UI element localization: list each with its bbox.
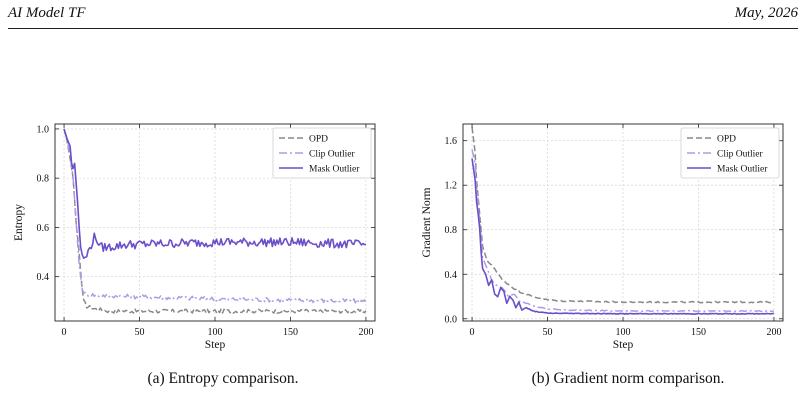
series-line-opd [63, 128, 367, 314]
legend-box [680, 127, 780, 179]
legend: OPD Clip Outlier Mask Outlier [272, 127, 372, 179]
legend-box [272, 127, 372, 179]
y-tick-label: 1.6 [445, 136, 458, 147]
y-axis-label: Gradient Norm [421, 187, 433, 257]
y-tick-label: 0.4 [37, 272, 50, 283]
series-line-clip-outlier [471, 149, 774, 313]
series-line-mask-outlier [471, 158, 774, 315]
x-tick-label: 0 [62, 327, 67, 338]
y-tick-label: 0.0 [445, 314, 458, 325]
legend-label: Clip Outlier [717, 150, 763, 160]
x-tick-label: 200 [766, 327, 781, 338]
legend-label: OPD [717, 135, 736, 145]
legend-label: Clip Outlier [309, 150, 355, 160]
legend-label: Mask Outlier [717, 165, 768, 175]
page-header: AI Model TF May, 2026 [8, 0, 798, 29]
y-tick-label: 0.8 [37, 174, 50, 185]
legend: OPD Clip Outlier Mask Outlier [680, 127, 780, 179]
x-tick-label: 100 [208, 327, 223, 338]
header-title: AI Model TF [8, 5, 86, 21]
x-tick-label: 50 [135, 327, 145, 338]
x-axis-label: Step [205, 339, 226, 351]
series-line-opd [471, 127, 775, 304]
entropy-chart: 0 50 100 150 200 0.4 0.6 0.8 1.0 Step Entropy OPD Cl… [13, 123, 376, 351]
x-axis-label: Step [613, 339, 634, 351]
y-tick-label: 0.4 [445, 270, 458, 281]
y-tick-label: 1.2 [445, 181, 458, 192]
header-date: May, 2026 [734, 5, 798, 21]
series-line-clip-outlier [63, 128, 367, 304]
legend-label: Mask Outlier [309, 165, 360, 175]
series-line-mask-outlier [63, 128, 366, 260]
caption-gradient-norm: (b) Gradient norm comparison. [531, 370, 725, 387]
legend-label: OPD [309, 135, 328, 145]
y-tick-label: 0.6 [37, 223, 50, 234]
x-tick-label: 150 [691, 327, 706, 338]
x-tick-label: 150 [283, 327, 298, 338]
x-tick-label: 100 [616, 327, 631, 338]
gradient-norm-chart: 0 50 100 150 200 0.0 0.4 0.8 1.2 1.6 Step Gradient … [421, 123, 784, 351]
y-tick-label: 0.8 [445, 225, 458, 236]
caption-entropy: (a) Entropy comparison. [147, 370, 299, 387]
x-tick-label: 200 [358, 327, 373, 338]
y-tick-label: 1.0 [37, 124, 50, 135]
y-axis-label: Entropy [13, 204, 25, 241]
x-tick-label: 50 [543, 327, 553, 338]
x-tick-label: 0 [470, 327, 475, 338]
